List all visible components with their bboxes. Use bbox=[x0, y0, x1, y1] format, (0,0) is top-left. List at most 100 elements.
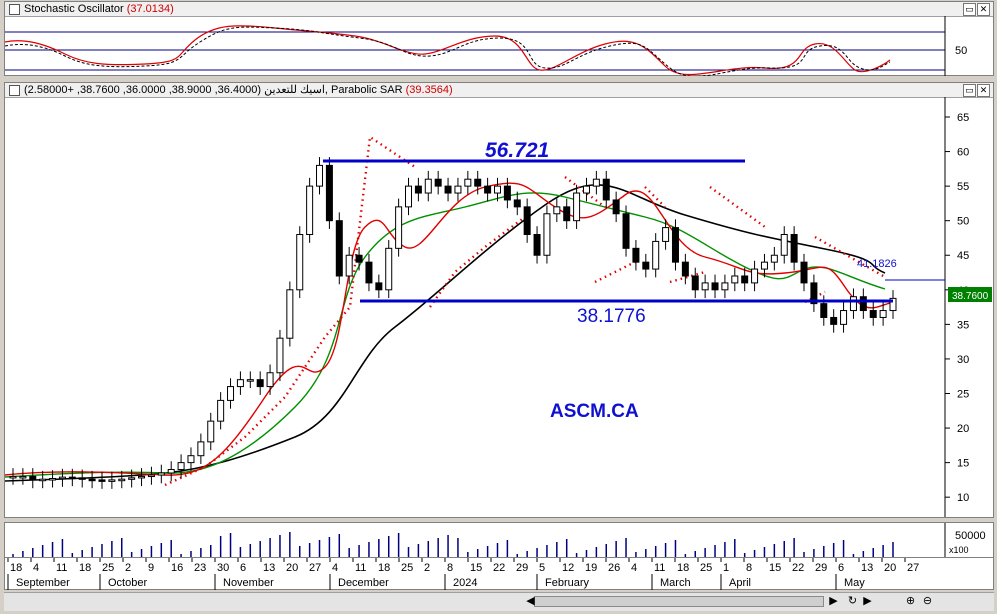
day-tick-label: 13 bbox=[861, 562, 873, 574]
volume-pane[interactable]: 50000 x100 bbox=[4, 522, 994, 558]
candle-body bbox=[780, 234, 788, 256]
date-axis: 18 4 11 18 25 2 9 16 23 30 6 13 20 27 4 11 18 25 2 8 15 22 29 5… bbox=[4, 557, 994, 590]
day-tick-label: 1 bbox=[723, 562, 729, 574]
candle-body bbox=[602, 178, 610, 201]
volume-axis-label: 50000 bbox=[955, 530, 986, 542]
price-tick-label: 60 bbox=[957, 147, 969, 159]
day-tick-label: 22 bbox=[792, 562, 804, 574]
candle-body bbox=[731, 275, 739, 284]
refresh-icon[interactable]: ↻ bbox=[847, 595, 858, 607]
day-tick-label: 2 bbox=[125, 562, 131, 574]
candle-body bbox=[118, 478, 126, 482]
candle-body bbox=[98, 479, 106, 482]
day-tick-label: 11 bbox=[355, 562, 366, 574]
day-tick-label: 6 bbox=[838, 562, 844, 574]
price-tick-label: 15 bbox=[957, 458, 969, 470]
price-plot: 101520253035404550556065 56.721 38.1776 … bbox=[5, 97, 992, 517]
candle-body bbox=[108, 479, 116, 482]
restore-icon[interactable]: ▭ bbox=[963, 84, 976, 97]
day-tick-label: 18 bbox=[677, 562, 689, 574]
candle-body bbox=[217, 399, 225, 422]
stochastic-title: Stochastic Oscillator bbox=[24, 3, 124, 15]
candle-body bbox=[345, 254, 353, 277]
sar-dots bbox=[164, 134, 886, 487]
stochastic-value: (37.0134) bbox=[126, 3, 174, 15]
play-icon[interactable]: ▶ bbox=[863, 595, 872, 607]
stochastic-plot: 50 bbox=[5, 16, 967, 76]
candle-body bbox=[573, 192, 581, 222]
month-tick-label: October bbox=[108, 577, 147, 589]
candle-body bbox=[187, 455, 195, 464]
current-price-label: 38.7600 bbox=[952, 291, 989, 302]
candle-body bbox=[681, 261, 689, 277]
candle-body bbox=[78, 477, 86, 480]
month-tick-label: April bbox=[729, 577, 751, 589]
price-axis: 101520253035404550556065 bbox=[945, 112, 969, 504]
candle-body bbox=[276, 337, 284, 374]
candle-body bbox=[859, 296, 867, 312]
zoom-in-icon[interactable]: ⊕ bbox=[905, 595, 916, 607]
price-tick-label: 10 bbox=[957, 492, 969, 504]
candle-body bbox=[671, 227, 679, 263]
day-tick-label: 27 bbox=[309, 562, 321, 574]
candle-body bbox=[296, 234, 304, 291]
price-tick-label: 65 bbox=[957, 112, 969, 124]
day-tick-label: 8 bbox=[447, 562, 453, 574]
horizontal-scrollbar[interactable]: ◀ ▶ ↻ ▶ ⊕ ⊖ bbox=[4, 592, 994, 611]
day-tick-label: 26 bbox=[608, 562, 620, 574]
month-tick-label: May bbox=[844, 577, 865, 589]
zoom-out-icon[interactable]: ⊖ bbox=[922, 595, 933, 607]
day-tick-label: 25 bbox=[102, 562, 114, 574]
candle-body bbox=[167, 469, 175, 474]
month-tick-label: December bbox=[338, 577, 389, 589]
candle-body bbox=[424, 178, 432, 194]
day-tick-label: 5 bbox=[539, 562, 545, 574]
day-tick-label: 8 bbox=[746, 562, 752, 574]
candle-body bbox=[741, 275, 749, 284]
candle-body bbox=[751, 268, 759, 284]
candle-body bbox=[29, 475, 37, 481]
candle-body bbox=[444, 185, 452, 194]
candle-body bbox=[711, 282, 719, 291]
candle-body bbox=[157, 472, 165, 476]
candle-body bbox=[375, 282, 383, 291]
ma-value-label: 41.1826 bbox=[857, 258, 897, 270]
day-tick-label: 20 bbox=[884, 562, 896, 574]
scroll-right-icon[interactable]: ▶ bbox=[829, 595, 838, 607]
candle-body bbox=[513, 199, 521, 208]
restore-icon[interactable]: ▭ bbox=[963, 3, 976, 16]
candle-body bbox=[385, 247, 393, 291]
close-icon[interactable]: ✕ bbox=[977, 3, 990, 16]
ticker-label: ASCM.CA bbox=[550, 401, 639, 422]
candle-body bbox=[147, 474, 155, 478]
candle-body bbox=[39, 478, 47, 482]
price-tick-label: 20 bbox=[957, 423, 969, 435]
candle-body bbox=[197, 441, 205, 457]
price-pane[interactable]: اسيك للتعدين (36.4000, 38.9000, 36.0000,… bbox=[4, 82, 994, 518]
candle-body bbox=[138, 475, 146, 479]
scroll-left-icon[interactable]: ◀ bbox=[526, 595, 535, 607]
stochastic-pane[interactable]: Stochastic Oscillator (37.0134) ▭ ✕ 50 bbox=[4, 1, 994, 76]
month-tick-label: February bbox=[545, 577, 590, 589]
day-tick-label: 4 bbox=[332, 562, 338, 574]
day-tick-label: 25 bbox=[700, 562, 712, 574]
pane-menu-icon[interactable] bbox=[9, 85, 20, 96]
candle-body bbox=[563, 206, 571, 222]
scroll-thumb[interactable] bbox=[534, 596, 824, 607]
candlestick-series bbox=[9, 157, 897, 489]
volume-plot: 50000 x100 bbox=[12, 523, 986, 557]
month-tick-label: 2024 bbox=[453, 577, 477, 589]
candle-body bbox=[662, 227, 670, 242]
candle-body bbox=[820, 303, 828, 318]
volume-multiplier: x100 bbox=[949, 545, 969, 555]
candle-body bbox=[622, 213, 630, 249]
candle-body bbox=[286, 289, 294, 339]
candle-body bbox=[652, 240, 660, 270]
candle-body bbox=[19, 475, 27, 479]
close-icon[interactable]: ✕ bbox=[977, 84, 990, 97]
candle-body bbox=[493, 185, 501, 194]
candle-body bbox=[691, 275, 699, 291]
day-tick-label: 18 bbox=[10, 562, 22, 574]
candle-body bbox=[236, 379, 244, 388]
pane-menu-icon[interactable] bbox=[9, 4, 20, 15]
